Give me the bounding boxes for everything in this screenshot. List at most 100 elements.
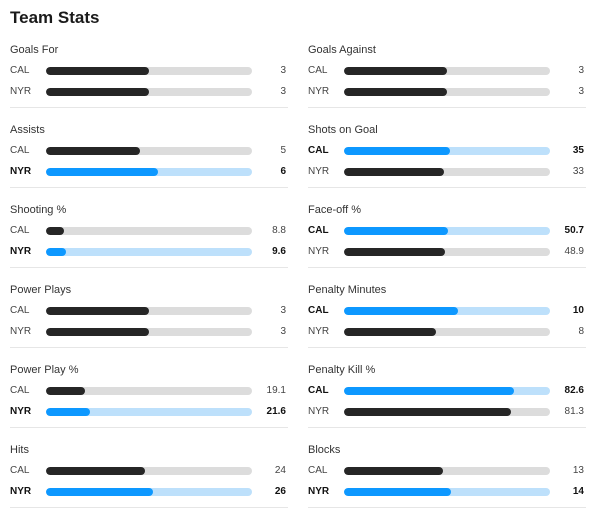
- stat-value: 3: [280, 65, 286, 76]
- stat-value: 3: [578, 65, 584, 76]
- stat-value: 19.1: [266, 385, 286, 396]
- team-abbrev: NYR: [308, 406, 330, 417]
- stat-row: NYR 3: [308, 85, 586, 99]
- divider: [10, 347, 288, 348]
- stat-bar-track: [344, 328, 550, 336]
- stat-label: Assists: [10, 124, 45, 136]
- stat-bar-fill: [344, 248, 445, 256]
- stat-bar-track: [344, 88, 550, 96]
- stat-label: Penalty Minutes: [308, 284, 387, 296]
- stat-bar-fill: [46, 88, 149, 96]
- stat-block: Shots on Goal CAL 35 NYR 33: [308, 120, 586, 200]
- stat-bar-track: [46, 147, 252, 155]
- stat-row: CAL 3: [308, 64, 586, 78]
- divider: [308, 267, 586, 268]
- team-abbrev: CAL: [308, 305, 329, 316]
- divider: [308, 507, 586, 508]
- stat-row: CAL 35: [308, 144, 586, 158]
- stat-bar-track: [344, 307, 550, 315]
- stat-value: 3: [578, 86, 584, 97]
- team-abbrev: CAL: [10, 225, 30, 236]
- stat-value: 3: [280, 86, 286, 97]
- stat-bar-fill: [344, 227, 449, 235]
- stat-bar-fill: [46, 248, 66, 256]
- stat-bar-fill: [46, 168, 159, 176]
- stat-bar-track: [46, 488, 252, 496]
- team-abbrev: CAL: [308, 65, 328, 76]
- stat-row: NYR 48.9: [308, 245, 586, 259]
- divider: [10, 187, 288, 188]
- stat-value: 5: [280, 145, 286, 156]
- stat-value: 10: [572, 305, 584, 316]
- stat-label: Shots on Goal: [308, 124, 378, 136]
- stats-column-left: Goals For CAL 3 NYR 3 Assists CAL 5 NYR 6 Shooting…: [10, 40, 288, 520]
- stat-row: CAL 19.1: [10, 384, 288, 398]
- stat-row: NYR 33: [308, 165, 586, 179]
- stat-block: Face-off % CAL 50.7 NYR 48.9: [308, 200, 586, 280]
- stat-bar-track: [46, 248, 252, 256]
- stat-bar-fill: [46, 227, 65, 235]
- team-abbrev: CAL: [10, 465, 30, 476]
- stat-value: 82.6: [564, 385, 584, 396]
- team-abbrev: NYR: [308, 86, 330, 97]
- stat-bar-fill: [46, 467, 145, 475]
- team-abbrev: NYR: [10, 246, 32, 257]
- divider: [10, 507, 288, 508]
- stat-bar-fill: [46, 328, 149, 336]
- stat-row: CAL 5: [10, 144, 288, 158]
- stat-value: 35: [572, 145, 584, 156]
- stat-label: Penalty Kill %: [308, 364, 376, 376]
- divider: [10, 107, 288, 108]
- stat-row: CAL 82.6: [308, 384, 586, 398]
- team-abbrev: NYR: [308, 246, 330, 257]
- stat-row: CAL 50.7: [308, 224, 586, 238]
- stat-label: Goals Against: [308, 44, 376, 56]
- panel-title: Team Stats: [10, 8, 100, 27]
- stat-bar-fill: [344, 168, 444, 176]
- stat-bar-track: [344, 248, 550, 256]
- stat-bar-track: [46, 227, 252, 235]
- stat-bar-track: [344, 67, 550, 75]
- stat-value: 26: [274, 486, 286, 497]
- team-abbrev: NYR: [308, 326, 330, 337]
- stat-bar-fill: [344, 488, 451, 496]
- stat-label: Goals For: [10, 44, 59, 56]
- stat-label: Power Play %: [10, 364, 79, 376]
- stat-bar-fill: [344, 307, 459, 315]
- stat-bar-track: [344, 227, 550, 235]
- stat-value: 21.6: [266, 406, 286, 417]
- stat-value: 24: [274, 465, 286, 476]
- stats-column-right: Goals Against CAL 3 NYR 3 Shots on Goal CAL 35 N…: [308, 40, 586, 520]
- stat-row: CAL 24: [10, 464, 288, 478]
- team-abbrev: CAL: [308, 145, 329, 156]
- stat-bar-track: [46, 328, 252, 336]
- team-abbrev: CAL: [308, 385, 329, 396]
- stat-row: NYR 6: [10, 165, 288, 179]
- stat-block: Goals For CAL 3 NYR 3: [10, 40, 288, 120]
- stat-bar-fill: [46, 307, 149, 315]
- stat-bar-fill: [344, 328, 436, 336]
- stat-row: CAL 10: [308, 304, 586, 318]
- stat-block: Hits CAL 24 NYR 26: [10, 440, 288, 520]
- stat-value: 13: [572, 465, 584, 476]
- stat-bar-fill: [46, 147, 140, 155]
- stat-block: Penalty Kill % CAL 82.6 NYR 81.3: [308, 360, 586, 440]
- divider: [10, 427, 288, 428]
- stat-block: Power Play % CAL 19.1 NYR 21.6: [10, 360, 288, 440]
- stat-block: Assists CAL 5 NYR 6: [10, 120, 288, 200]
- stat-row: NYR 3: [10, 325, 288, 339]
- stat-value: 8.8: [272, 225, 286, 236]
- stat-row: NYR 21.6: [10, 405, 288, 419]
- stat-value: 50.7: [564, 225, 584, 236]
- stat-value: 9.6: [272, 246, 286, 257]
- divider: [308, 107, 586, 108]
- team-abbrev: CAL: [10, 65, 30, 76]
- divider: [308, 347, 586, 348]
- stat-row: CAL 13: [308, 464, 586, 478]
- stat-bar-track: [46, 88, 252, 96]
- team-abbrev: CAL: [10, 145, 30, 156]
- stat-label: Power Plays: [10, 284, 72, 296]
- stat-bar-track: [46, 408, 252, 416]
- stat-label: Face-off %: [308, 204, 361, 216]
- stat-bar-track: [344, 168, 550, 176]
